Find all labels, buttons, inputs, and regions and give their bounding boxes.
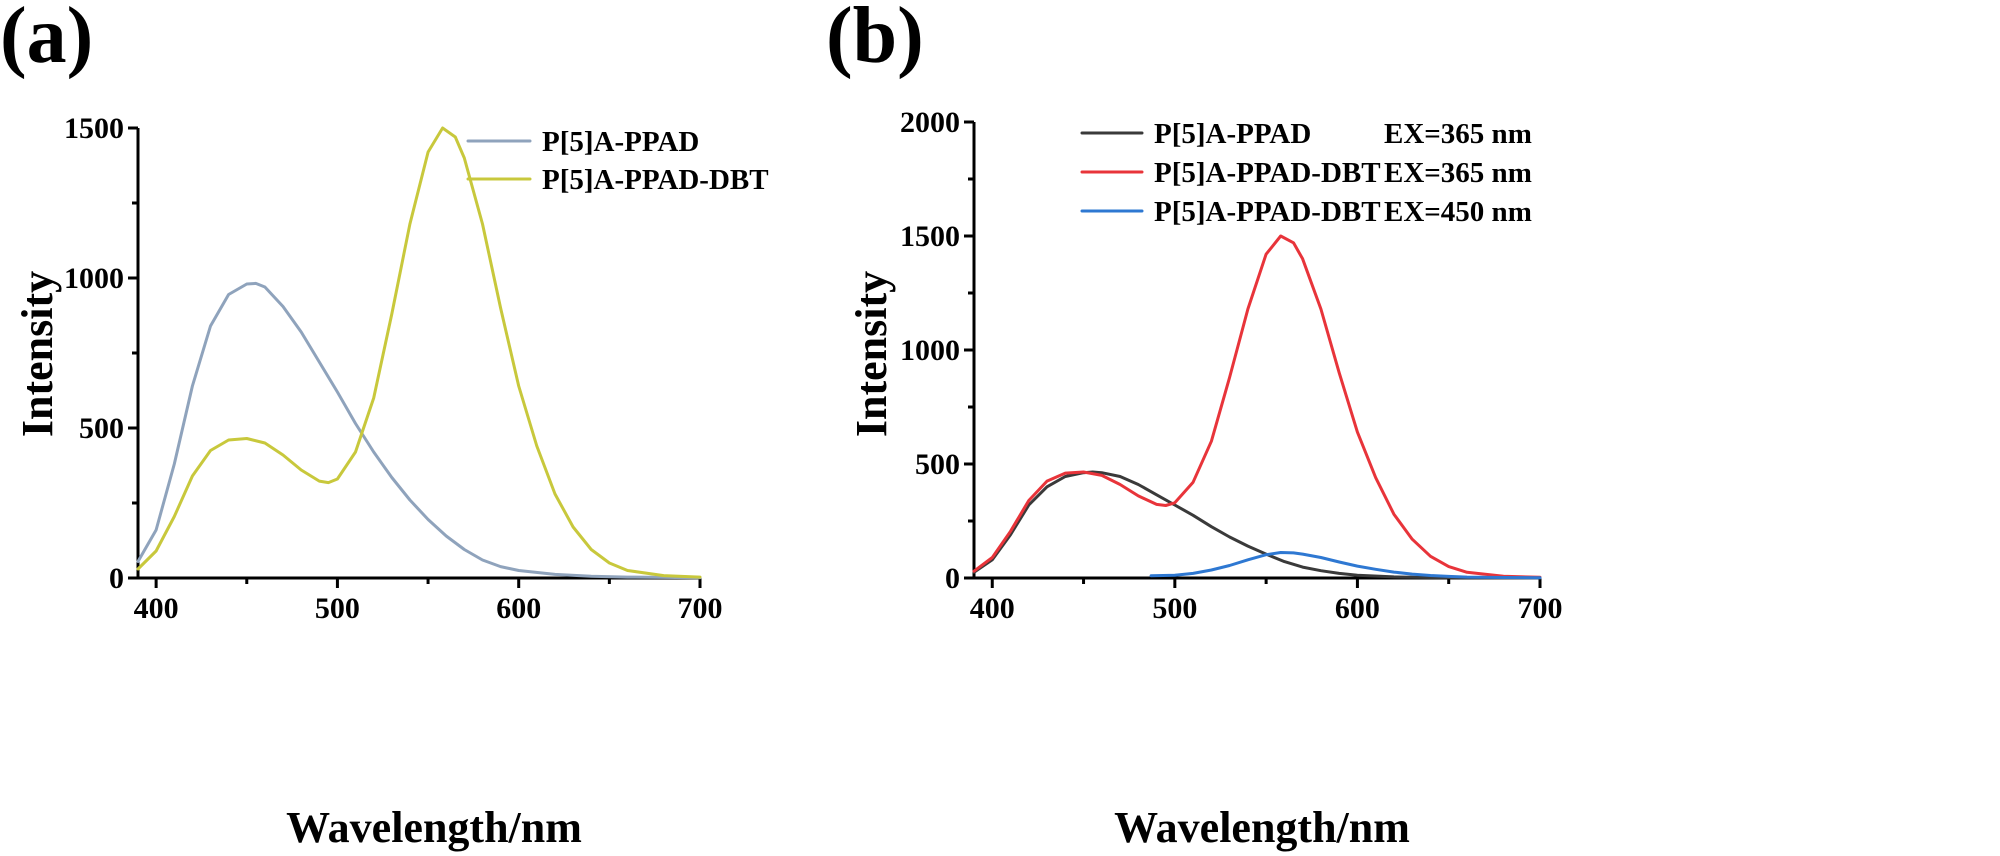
panel-a-series-p-5-a-ppad-dbt-line	[136, 126, 702, 579]
panel-a-legend-label-p5a-ppad: P[5]A-PPAD	[542, 126, 699, 158]
panel-a-x-tick-label-700: 700	[678, 592, 723, 625]
panel-b-legend-label-p5a-ppad-ex365: P[5]A-PPAD	[1154, 118, 1311, 150]
panel-b-x-tick-label-700: 700	[1518, 592, 1563, 625]
panel-a-y-axis-title: Intensity	[13, 271, 62, 437]
panel-b-y-tick-label-0: 0	[945, 562, 960, 595]
panel-b-x-tick-label-600: 600	[1335, 592, 1380, 625]
panel-a-label: (a)	[0, 0, 93, 80]
panel-a-y-tick-label-1000: 1000	[64, 262, 124, 295]
panel-a-x-tick-label-500: 500	[315, 592, 360, 625]
panel-b-legend-ex-p5a-ppad-dbt-ex365: EX=365 nm	[1384, 157, 1532, 189]
panel-a: (a) 400 500 600 700 0 500 1000 1500 Wavelength/…	[0, 0, 769, 852]
panel-b-y-tick-label-500: 500	[915, 448, 960, 481]
panel-a-y-tick-label-500: 500	[79, 412, 124, 445]
panel-a-plot: 400 500 600 700 0 500 1000 1500	[64, 112, 723, 625]
panel-a-y-tick-label-0: 0	[109, 562, 124, 595]
panel-b-y-tick-label-1000: 1000	[900, 334, 960, 367]
panel-b-y-tick-label-1500: 1500	[900, 220, 960, 253]
panel-b-series-p-5-a-ppad-dbt-ex-450-nm-line	[1149, 551, 1542, 580]
panel-b-x-tick-label-400: 400	[970, 592, 1015, 625]
panel-a-x-tick-label-600: 600	[496, 592, 541, 625]
panel-b-y-axis-title: Intensity	[847, 271, 896, 437]
panel-b-legend-label-p5a-ppad-dbt-ex450: P[5]A-PPAD-DBT	[1154, 196, 1381, 228]
panel-b-series-p-5-a-ppad-ex-365-nm-line	[972, 470, 1542, 580]
panel-b-legend: P[5]A-PPAD EX=365 nm P[5]A-PPAD-DBT EX=3…	[1080, 118, 1532, 228]
panel-b: (b) 400 500 600 700 0 500 1000 1500 2000 Wavelen…	[826, 0, 1563, 852]
panel-b-x-tick-label-500: 500	[1152, 592, 1197, 625]
panel-a-legend-label-p5a-ppad-dbt: P[5]A-PPAD-DBT	[542, 164, 769, 196]
panel-b-y-tick-label-2000: 2000	[900, 106, 960, 139]
panel-b-plot: 400 500 600 700 0 500 1000 1500 2000	[900, 106, 1563, 625]
panel-b-legend-ex-p5a-ppad-ex365: EX=365 nm	[1384, 118, 1532, 150]
panel-b-series-p-5-a-ppad-dbt-ex-365-nm-line	[972, 234, 1542, 579]
panel-a-legend: P[5]A-PPAD P[5]A-PPAD-DBT	[466, 126, 769, 196]
panel-a-series-p-5-a-ppad-line	[136, 281, 702, 580]
panel-a-x-tick-label-400: 400	[134, 592, 179, 625]
panel-b-legend-label-p5a-ppad-dbt-ex365: P[5]A-PPAD-DBT	[1154, 157, 1381, 189]
panel-b-label: (b)	[826, 0, 924, 80]
panel-b-legend-ex-p5a-ppad-dbt-ex450: EX=450 nm	[1384, 196, 1532, 228]
panel-a-y-tick-label-1500: 1500	[64, 112, 124, 145]
panel-a-x-axis-title: Wavelength/nm	[286, 803, 582, 852]
panel-b-x-axis-title: Wavelength/nm	[1114, 803, 1410, 852]
